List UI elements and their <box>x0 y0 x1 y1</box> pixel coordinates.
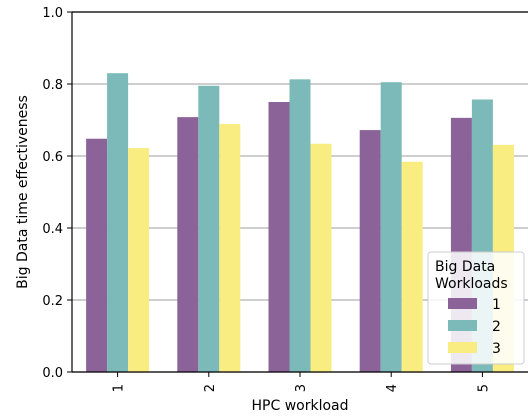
x-tick-label: 5 <box>476 384 491 392</box>
legend-swatch <box>448 298 477 309</box>
bar <box>359 130 381 372</box>
bar <box>289 79 311 372</box>
bar <box>198 85 220 373</box>
bar <box>380 82 402 372</box>
legend-swatch <box>448 342 477 353</box>
legend-label: 2 <box>492 319 501 335</box>
y-axis-label: Big Data time effectiveness <box>15 95 31 289</box>
bar <box>310 143 332 372</box>
x-tick-label: 3 <box>294 384 309 392</box>
x-axis-label: HPC workload <box>252 398 349 414</box>
y-tick-label: 0.8 <box>42 78 63 93</box>
bar <box>401 161 423 372</box>
y-tick-label: 0.4 <box>42 222 63 237</box>
axes: 0.0 0.2 0.4 0.6 0.8 1.0 1 2 3 4 5 <box>42 6 528 392</box>
legend-items: 1 2 3 <box>448 297 501 357</box>
x-tick-label: 1 <box>112 384 127 392</box>
legend-label: 1 <box>492 297 501 313</box>
x-tick-label: 2 <box>203 384 218 392</box>
bar <box>128 148 150 372</box>
bar <box>219 123 241 373</box>
legend-title-line-2: Workloads <box>435 276 508 292</box>
legend-title-line-1: Big Data <box>435 259 495 275</box>
legend-label: 3 <box>492 341 501 357</box>
bar <box>177 117 199 373</box>
bar <box>268 102 290 372</box>
y-tick-label: 1.0 <box>42 6 63 21</box>
y-tick-label: 0.2 <box>42 294 63 309</box>
y-tick-label: 0.0 <box>42 366 63 381</box>
y-tick-label: 0.6 <box>42 150 63 165</box>
bar <box>86 138 108 372</box>
legend-swatch <box>448 320 477 331</box>
legend: Big Data Workloads 1 2 3 <box>427 251 525 365</box>
x-tick-label: 4 <box>385 384 400 392</box>
bar <box>107 73 129 372</box>
